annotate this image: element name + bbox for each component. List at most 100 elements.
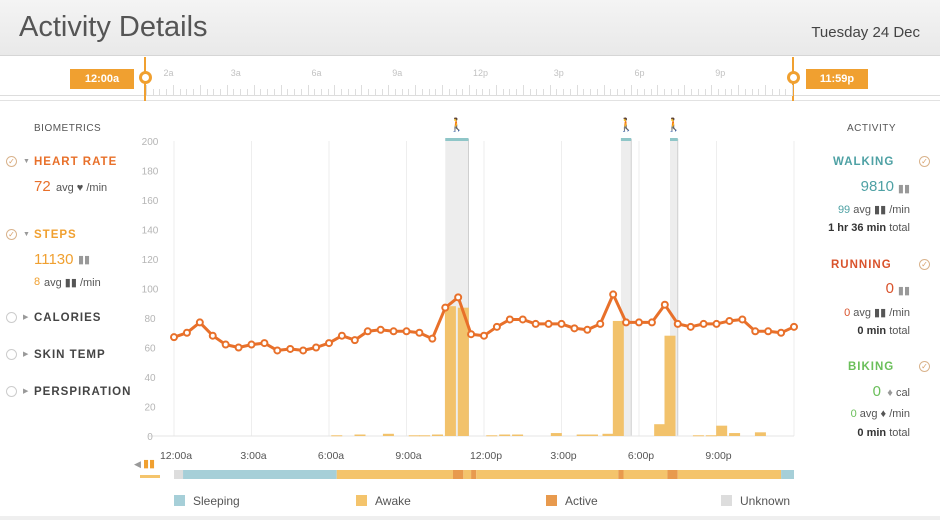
biking-avg: 0 avg ♦ /min bbox=[851, 408, 910, 420]
steps-caret-icon[interactable]: ▼ bbox=[23, 231, 30, 238]
perspiration-caret-icon[interactable]: ▶ bbox=[23, 388, 29, 395]
range-end-flag: 11:59p bbox=[806, 69, 868, 89]
state-segment-awake bbox=[623, 470, 668, 479]
steps-avg-unit: avg ▮▮ /min bbox=[44, 277, 101, 289]
range-tick bbox=[442, 85, 444, 96]
range-tick bbox=[704, 89, 706, 96]
steps-bar bbox=[576, 434, 588, 436]
range-tick bbox=[455, 89, 457, 96]
range-tick bbox=[590, 89, 592, 96]
range-tick bbox=[785, 89, 787, 96]
drop-icon: ♦ bbox=[887, 387, 893, 399]
range-tick bbox=[596, 89, 598, 96]
perspiration-check-icon[interactable] bbox=[6, 386, 17, 397]
heart-rate-point bbox=[505, 315, 514, 324]
skin-temp-check-icon[interactable] bbox=[6, 349, 17, 360]
skin-temp-caret-icon[interactable]: ▶ bbox=[23, 351, 29, 358]
time-range-selector[interactable]: 12:00a 11:59p 2a 3a 6a 9a 12p 3p 6p 9p bbox=[0, 57, 940, 101]
range-start-handle[interactable] bbox=[139, 71, 152, 84]
range-tick bbox=[643, 89, 645, 96]
biking-label[interactable]: BIKING bbox=[848, 361, 895, 373]
steps-check-icon[interactable]: ✓ bbox=[6, 229, 17, 240]
running-label[interactable]: RUNNING bbox=[831, 259, 892, 271]
heart-rate-point bbox=[415, 328, 424, 337]
range-tick bbox=[462, 89, 464, 96]
range-tick bbox=[273, 89, 275, 96]
scroll-left-icon: ◀ bbox=[134, 459, 141, 469]
range-tick bbox=[617, 89, 619, 96]
steps-bar bbox=[444, 306, 456, 436]
y-tick-label: 80 bbox=[144, 314, 156, 325]
range-tick bbox=[469, 85, 470, 96]
heart-rate-point bbox=[647, 318, 656, 327]
biking-check-icon[interactable]: ✓ bbox=[919, 361, 930, 372]
heart-rate-value: 72 bbox=[34, 178, 51, 195]
heart-rate-check-icon[interactable]: ✓ bbox=[6, 156, 17, 167]
running-check-icon[interactable]: ✓ bbox=[919, 259, 930, 270]
range-tick bbox=[327, 89, 329, 96]
steps-bar bbox=[512, 434, 524, 436]
biking-total-value: 0 min bbox=[857, 427, 887, 439]
y-tick-label: 20 bbox=[144, 403, 156, 414]
range-tick bbox=[314, 89, 316, 96]
walking-check-icon[interactable]: ✓ bbox=[919, 156, 930, 167]
range-tick bbox=[583, 89, 585, 96]
perspiration-label[interactable]: PERSPIRATION bbox=[34, 386, 132, 398]
biking-total-unit: total bbox=[889, 427, 910, 439]
walking-label[interactable]: WALKING bbox=[833, 156, 895, 168]
range-tick bbox=[778, 89, 780, 96]
calories-label[interactable]: CALORIES bbox=[34, 312, 102, 324]
steps-bar bbox=[654, 424, 666, 436]
heart-rate-point bbox=[376, 325, 385, 334]
steps-bar bbox=[716, 425, 728, 436]
y-tick-label: 60 bbox=[144, 344, 156, 355]
range-tick bbox=[556, 89, 558, 96]
steps-bar bbox=[550, 433, 562, 436]
heart-rate-point bbox=[492, 322, 501, 331]
biking-avg-value: 0 bbox=[850, 408, 857, 420]
steps-bar bbox=[432, 434, 443, 436]
heart-rate-point bbox=[699, 319, 708, 328]
steps-bar bbox=[602, 433, 614, 436]
y-tick-label: 120 bbox=[142, 255, 159, 266]
range-tick bbox=[448, 89, 450, 96]
legend-awake: Awake bbox=[356, 494, 411, 508]
active-swatch bbox=[546, 495, 557, 506]
heart-rate-point bbox=[286, 344, 295, 353]
range-tick bbox=[307, 85, 309, 96]
heart-rate-point bbox=[480, 331, 488, 340]
range-tick bbox=[536, 89, 538, 96]
steps-bar bbox=[499, 434, 511, 436]
heart-rate-point bbox=[738, 315, 747, 324]
range-tick bbox=[435, 89, 437, 96]
steps-bar bbox=[331, 435, 343, 437]
heart-rate-point bbox=[467, 330, 476, 339]
biometrics-heading: BIOMETRICS bbox=[34, 123, 102, 134]
heart-rate-point bbox=[247, 340, 256, 349]
steps-bar bbox=[692, 435, 704, 437]
calories-check-icon[interactable] bbox=[6, 312, 17, 323]
range-tick bbox=[199, 85, 201, 96]
heart-rate-point bbox=[518, 315, 527, 324]
range-tick bbox=[603, 85, 605, 96]
heart-rate-caret-icon[interactable]: ▼ bbox=[23, 158, 30, 165]
heart-rate-point bbox=[428, 334, 437, 343]
heart-rate-point bbox=[557, 319, 566, 328]
steps-label[interactable]: STEPS bbox=[34, 229, 77, 241]
range-tick bbox=[516, 89, 518, 96]
skin-temp-label[interactable]: SKIN TEMP bbox=[34, 349, 106, 361]
heart-rate-point bbox=[686, 322, 695, 331]
range-tick bbox=[300, 89, 302, 96]
range-tick bbox=[172, 85, 174, 96]
calories-caret-icon[interactable]: ▶ bbox=[23, 314, 29, 321]
bottom-divider bbox=[0, 516, 940, 520]
heart-rate-point bbox=[531, 319, 540, 328]
heart-rate-label[interactable]: HEART RATE bbox=[34, 156, 118, 168]
range-tick bbox=[650, 89, 652, 96]
range-end-handle[interactable] bbox=[787, 71, 800, 84]
state-segment-awake bbox=[476, 470, 619, 479]
legend-sleeping-label: Sleeping bbox=[193, 494, 240, 508]
range-tick bbox=[657, 85, 659, 96]
range-tick bbox=[334, 85, 336, 96]
